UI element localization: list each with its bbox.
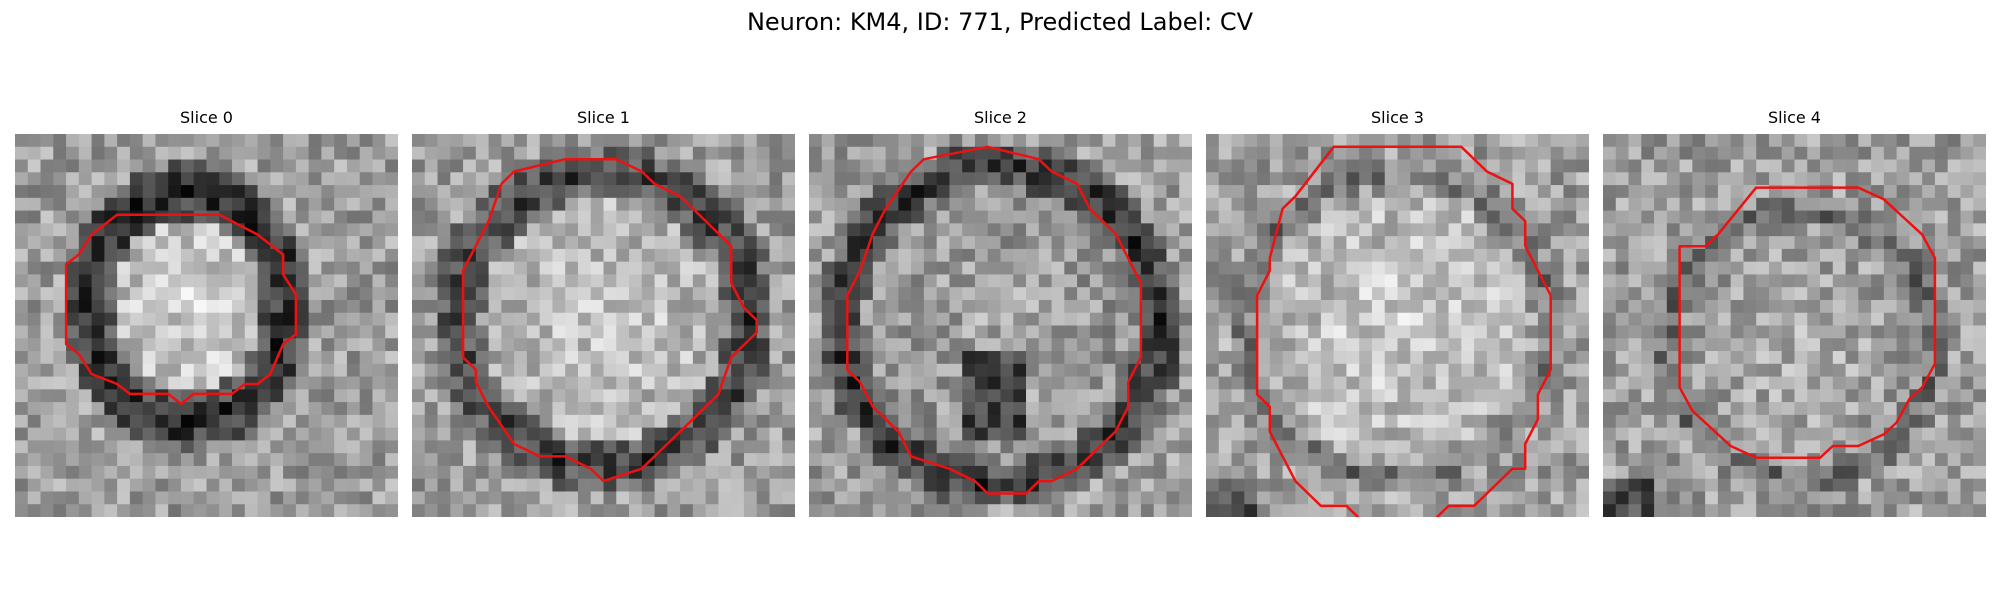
pixel-grid — [1206, 134, 1589, 517]
pixel-grid — [15, 134, 398, 517]
contour-outline — [846, 145, 1143, 495]
slice-image-0 — [15, 134, 398, 517]
slice-title-4: Slice 4 — [1768, 108, 1821, 127]
contour-outline — [461, 157, 758, 483]
slice-image-2 — [809, 134, 1192, 517]
slice-title-2: Slice 2 — [974, 108, 1027, 127]
contour-outline — [1678, 186, 1937, 460]
pixel-grid — [1603, 134, 1986, 517]
slice-image-4 — [1603, 134, 1986, 517]
contour-outline — [1255, 145, 1552, 517]
figure-title: Neuron: KM4, ID: 771, Predicted Label: C… — [746, 8, 1254, 36]
slice-title-3: Slice 3 — [1371, 108, 1424, 127]
slice-panel-4: Slice 4 — [1603, 108, 1986, 520]
pixel-grid — [412, 134, 795, 517]
contour-outline — [64, 213, 298, 406]
slice-title-0: Slice 0 — [180, 108, 233, 127]
slice-panel-2: Slice 2 — [809, 108, 1192, 520]
slice-panel-1: Slice 1 — [412, 108, 795, 520]
slice-image-3 — [1206, 134, 1589, 517]
slice-image-1 — [412, 134, 795, 517]
slice-title-1: Slice 1 — [577, 108, 630, 127]
slice-panel-3: Slice 3 — [1206, 108, 1589, 520]
pixel-grid — [809, 134, 1192, 517]
slice-panel-0: Slice 0 — [15, 108, 398, 520]
